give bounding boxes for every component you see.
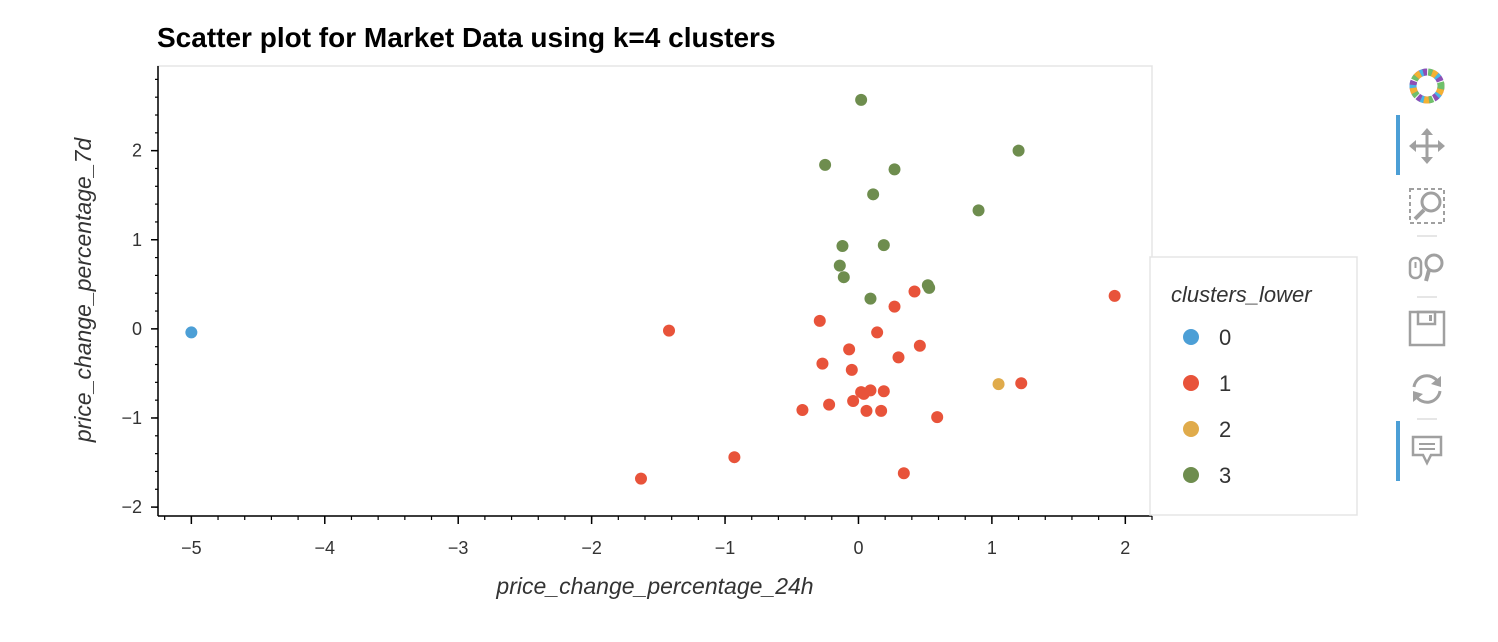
scatter-point-cluster-1[interactable] <box>813 314 826 327</box>
legend-label-1[interactable]: 1 <box>1219 371 1231 396</box>
scatter-point-cluster-3[interactable] <box>855 93 868 106</box>
reset-icon[interactable] <box>1412 374 1442 404</box>
y-tick-label: −2 <box>121 497 142 517</box>
scatter-point-cluster-3[interactable] <box>819 158 832 171</box>
bokeh-logo-icon[interactable] <box>1409 68 1445 104</box>
scatter-point-cluster-3[interactable] <box>923 281 936 294</box>
scatter-point-cluster-1[interactable] <box>847 395 860 408</box>
pan-tool-icon[interactable] <box>1409 128 1445 164</box>
scatter-point-cluster-3[interactable] <box>833 259 846 272</box>
legend-label-2[interactable]: 2 <box>1219 417 1231 442</box>
scatter-point-cluster-1[interactable] <box>875 404 888 417</box>
scatter-point-cluster-1[interactable] <box>931 411 944 424</box>
legend-items: 0 1 2 3 <box>1183 325 1231 488</box>
y-tick-label: 0 <box>132 319 142 339</box>
scatter-point-cluster-1[interactable] <box>843 343 856 356</box>
toolbar <box>1396 68 1446 481</box>
scatter-point-cluster-2[interactable] <box>992 378 1005 391</box>
scatter-point-cluster-1[interactable] <box>634 472 647 485</box>
scatter-point-cluster-1[interactable] <box>816 357 829 370</box>
scatter-point-cluster-1[interactable] <box>663 324 676 337</box>
scatter-point-cluster-1[interactable] <box>913 339 926 352</box>
y-tick-label: 2 <box>132 141 142 161</box>
scatter-point-cluster-1[interactable] <box>1015 377 1028 390</box>
scatter-point-cluster-3[interactable] <box>837 271 850 284</box>
scatter-point-cluster-3[interactable] <box>972 204 985 217</box>
x-axis: −5 −4 −3 −2 −1 0 1 2 <box>158 515 1153 558</box>
scatter-point-cluster-1[interactable] <box>892 351 905 364</box>
scatter-point-cluster-1[interactable] <box>1108 289 1121 302</box>
x-axis-label: price_change_percentage_24h <box>495 573 813 599</box>
legend-marker-1[interactable] <box>1183 375 1199 391</box>
scatter-point-cluster-1[interactable] <box>864 384 877 397</box>
scatter-point-cluster-1[interactable] <box>897 467 910 480</box>
x-tick-label: −2 <box>581 538 602 558</box>
scatter-point-cluster-1[interactable] <box>908 285 921 298</box>
scatter-point-cluster-3[interactable] <box>867 188 880 201</box>
scatter-point-cluster-1[interactable] <box>823 398 836 411</box>
x-tick-label: 0 <box>853 538 863 558</box>
hover-tool-active-indicator <box>1396 421 1400 481</box>
y-axis: −2 −1 0 1 2 <box>121 66 159 517</box>
legend-marker-3[interactable] <box>1183 467 1199 483</box>
legend-title: clusters_lower <box>1171 282 1313 307</box>
chart-title: Scatter plot for Market Data using k=4 c… <box>157 22 776 53</box>
plot-area[interactable] <box>157 65 1153 517</box>
y-tick-label: −1 <box>121 408 142 428</box>
legend-label-0[interactable]: 0 <box>1219 325 1231 350</box>
x-tick-label: 1 <box>987 538 997 558</box>
scatter-point-cluster-1[interactable] <box>845 363 858 376</box>
legend-marker-0[interactable] <box>1183 329 1199 345</box>
legend-marker-2[interactable] <box>1183 421 1199 437</box>
box-zoom-icon[interactable] <box>1409 188 1445 224</box>
x-tick-label: 2 <box>1120 538 1130 558</box>
x-tick-label: −3 <box>448 538 469 558</box>
pan-tool-active-indicator <box>1396 115 1400 175</box>
x-tick-label: −5 <box>181 538 202 558</box>
x-tick-label: −1 <box>715 538 736 558</box>
hover-tool-icon[interactable] <box>1411 435 1443 466</box>
scatter-point-cluster-1[interactable] <box>877 385 890 398</box>
y-axis-label: price_change_percentage_7d <box>70 137 96 444</box>
x-tick-label: −4 <box>315 538 336 558</box>
legend-label-3[interactable]: 3 <box>1219 463 1231 488</box>
scatter-point-cluster-1[interactable] <box>871 326 884 339</box>
y-tick-label: 1 <box>132 230 142 250</box>
legend: clusters_lower 0 1 2 3 <box>1149 256 1358 516</box>
scatter-point-cluster-3[interactable] <box>1012 144 1025 157</box>
wheel-zoom-icon[interactable] <box>1408 253 1444 282</box>
points-layer <box>185 93 1121 485</box>
scatter-point-cluster-1[interactable] <box>888 300 901 313</box>
scatter-point-cluster-1[interactable] <box>860 404 873 417</box>
scatter-point-cluster-1[interactable] <box>728 451 741 464</box>
scatter-point-cluster-3[interactable] <box>877 239 890 252</box>
scatter-point-cluster-3[interactable] <box>836 240 849 252</box>
scatter-point-cluster-1[interactable] <box>796 403 809 416</box>
save-icon[interactable] <box>1408 310 1446 347</box>
scatter-point-cluster-0[interactable] <box>185 326 198 339</box>
scatter-point-cluster-3[interactable] <box>864 292 877 305</box>
scatter-point-cluster-3[interactable] <box>888 163 901 176</box>
